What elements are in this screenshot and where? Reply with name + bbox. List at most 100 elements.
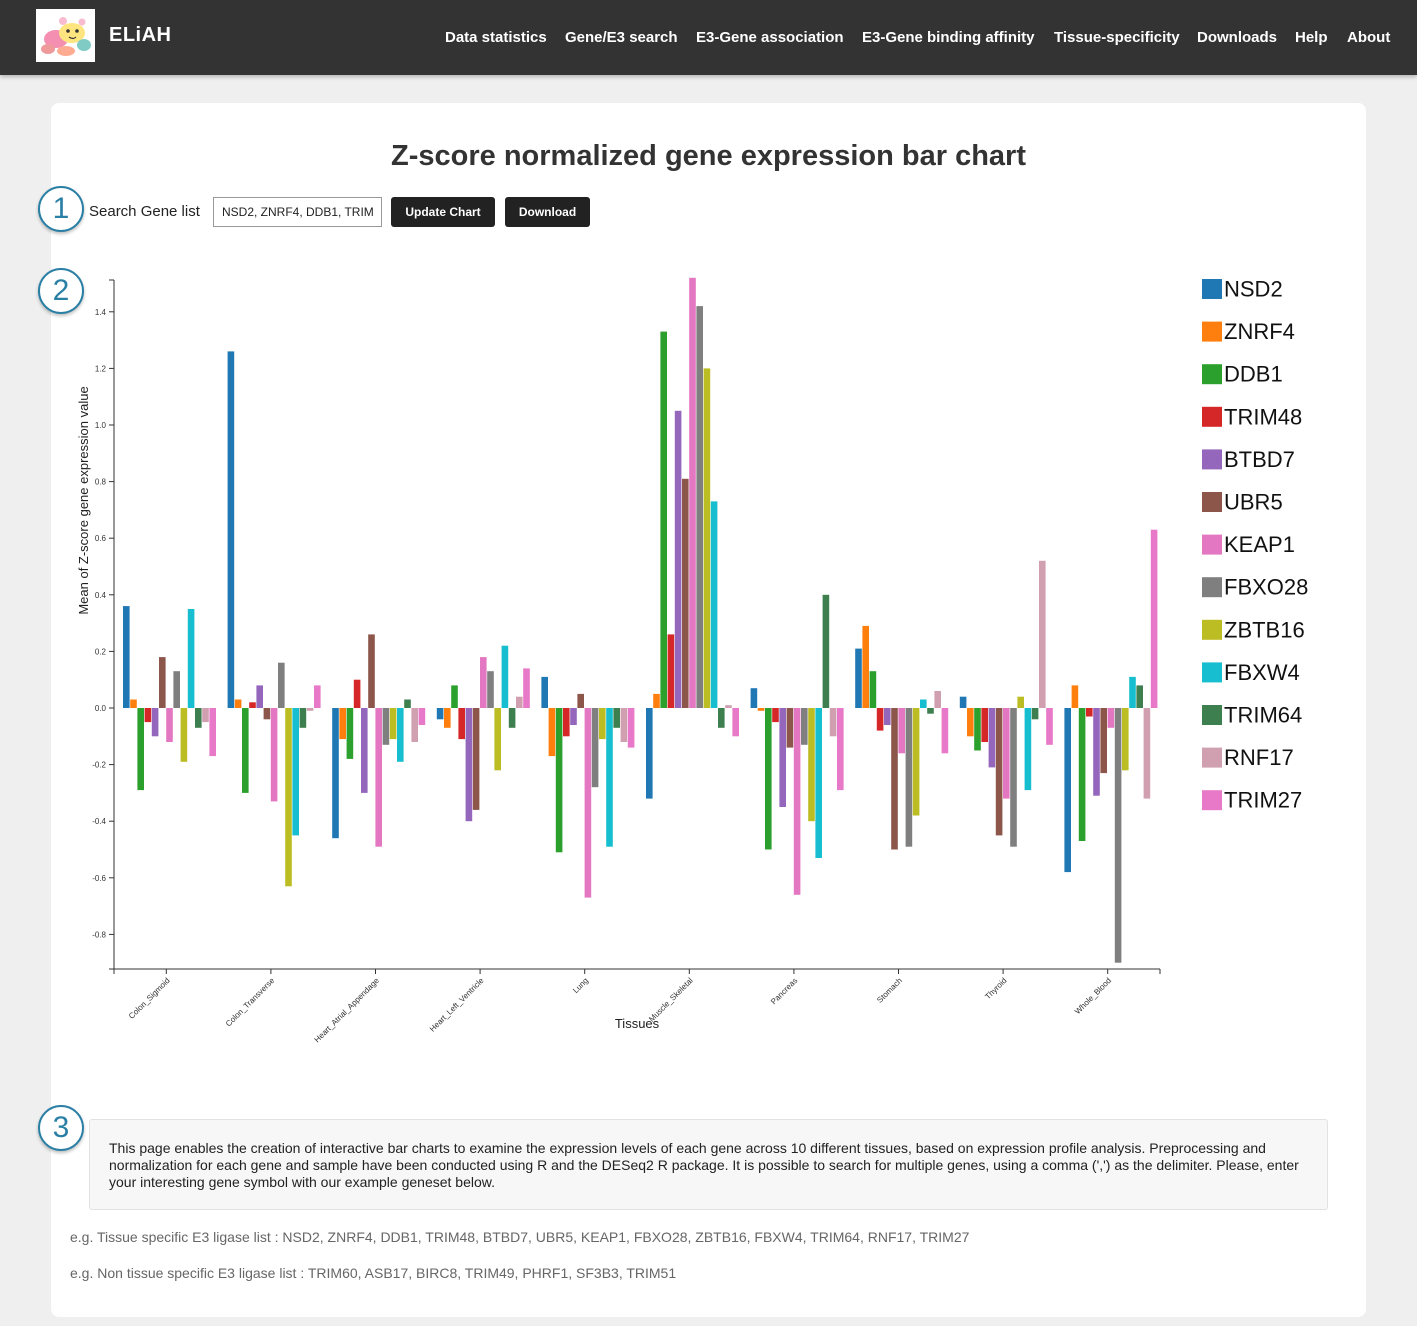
- bar-fbxo28-colon-transverse[interactable]: [278, 662, 285, 708]
- legend-swatch-trim48[interactable]: [1202, 406, 1222, 427]
- bar-fbxo28-stomach[interactable]: [905, 708, 913, 847]
- bar-ubr5-heart-left-ventricle[interactable]: [472, 708, 480, 810]
- bar-znrf4-colon-transverse[interactable]: [234, 699, 242, 709]
- bar-ubr5-stomach[interactable]: [891, 708, 898, 850]
- bar-ubr5-colon-sigmoid[interactable]: [159, 657, 166, 708]
- legend-label-ubr5[interactable]: UBR5: [1224, 490, 1283, 515]
- legend-label-rnf17[interactable]: RNF17: [1224, 745, 1294, 770]
- bar-trim27-heart-left-ventricle[interactable]: [523, 668, 530, 708]
- bar-nsd2-muscle-skeletal[interactable]: [646, 708, 653, 799]
- bar-fbxw4-muscle-skeletal[interactable]: [710, 501, 718, 708]
- bar-keap1-pancreas[interactable]: [793, 708, 801, 895]
- nav-downloads[interactable]: Downloads: [1197, 29, 1278, 46]
- bar-ddb1-lung[interactable]: [555, 708, 563, 853]
- legend-label-fbxw4[interactable]: FBXW4: [1224, 660, 1300, 685]
- bar-rnf17-heart-atrial-appendage[interactable]: [411, 708, 418, 742]
- nav-e3-gene-binding-affinity[interactable]: E3-Gene binding affinity: [862, 29, 1035, 46]
- download-button[interactable]: Download: [505, 197, 590, 227]
- bar-znrf4-heart-left-ventricle[interactable]: [444, 708, 451, 728]
- bar-zbtb16-lung[interactable]: [599, 708, 606, 740]
- bar-zbtb16-colon-transverse[interactable]: [285, 708, 292, 887]
- bar-nsd2-pancreas[interactable]: [750, 688, 758, 708]
- bar-znrf4-whole-blood[interactable]: [1071, 685, 1079, 708]
- bar-fbxo28-colon-sigmoid[interactable]: [173, 671, 180, 708]
- legend-label-znrf4[interactable]: ZNRF4: [1224, 319, 1295, 344]
- bar-ubr5-heart-atrial-appendage[interactable]: [368, 634, 375, 708]
- bar-nsd2-lung[interactable]: [541, 676, 548, 708]
- bar-trim48-heart-atrial-appendage[interactable]: [353, 679, 361, 708]
- bar-ddb1-colon-transverse[interactable]: [242, 708, 249, 793]
- bar-btbd7-lung[interactable]: [570, 708, 577, 725]
- bar-rnf17-lung[interactable]: [620, 708, 628, 742]
- bar-fbxw4-pancreas[interactable]: [815, 708, 822, 858]
- brand-title[interactable]: ELiAH: [109, 24, 172, 46]
- legend-swatch-znrf4[interactable]: [1202, 321, 1222, 342]
- legend-swatch-trim27[interactable]: [1202, 790, 1222, 811]
- bar-fbxw4-lung[interactable]: [606, 708, 613, 847]
- bar-keap1-lung[interactable]: [584, 708, 592, 898]
- bar-znrf4-thyroid[interactable]: [967, 708, 974, 737]
- bar-znrf4-lung[interactable]: [548, 708, 556, 757]
- bar-nsd2-colon-transverse[interactable]: [227, 351, 235, 708]
- bar-trim27-stomach[interactable]: [941, 708, 949, 754]
- bar-zbtb16-heart-left-ventricle[interactable]: [494, 708, 501, 771]
- bar-fbxw4-heart-left-ventricle[interactable]: [501, 645, 509, 708]
- bar-keap1-whole-blood[interactable]: [1107, 708, 1115, 728]
- bar-znrf4-stomach[interactable]: [862, 625, 869, 708]
- bar-zbtb16-colon-sigmoid[interactable]: [180, 708, 188, 762]
- bar-rnf17-colon-transverse[interactable]: [306, 708, 314, 711]
- example-non-tissue-specific[interactable]: e.g. Non tissue specific E3 ligase list …: [70, 1265, 677, 1281]
- bar-fbxo28-heart-left-ventricle[interactable]: [487, 671, 494, 708]
- bar-fbxw4-thyroid[interactable]: [1024, 708, 1032, 791]
- bar-trim64-muscle-skeletal[interactable]: [718, 708, 725, 728]
- bar-trim27-muscle-skeletal[interactable]: [732, 708, 739, 737]
- bar-trim48-muscle-skeletal[interactable]: [667, 634, 675, 708]
- bar-ubr5-pancreas[interactable]: [786, 708, 794, 748]
- bar-nsd2-whole-blood[interactable]: [1064, 708, 1071, 873]
- bar-rnf17-whole-blood[interactable]: [1143, 708, 1151, 799]
- bar-trim64-lung[interactable]: [613, 708, 620, 728]
- legend-label-ddb1[interactable]: DDB1: [1224, 362, 1283, 387]
- bar-trim48-whole-blood[interactable]: [1086, 708, 1093, 717]
- bar-btbd7-whole-blood[interactable]: [1093, 708, 1100, 796]
- bar-trim64-pancreas[interactable]: [822, 594, 830, 708]
- nav-tissue-specificity[interactable]: Tissue-specificity: [1054, 29, 1180, 46]
- legend-label-trim27[interactable]: TRIM27: [1224, 788, 1302, 813]
- bar-rnf17-pancreas[interactable]: [829, 708, 837, 737]
- bar-ubr5-colon-transverse[interactable]: [263, 708, 271, 720]
- legend-label-keap1[interactable]: KEAP1: [1224, 532, 1295, 557]
- eliah-logo[interactable]: [36, 9, 95, 62]
- bar-btbd7-stomach[interactable]: [884, 708, 891, 725]
- bar-fbxo28-pancreas[interactable]: [801, 708, 808, 745]
- bar-trim27-colon-transverse[interactable]: [314, 685, 321, 708]
- bar-trim64-stomach[interactable]: [927, 708, 934, 714]
- update-chart-button[interactable]: Update Chart: [391, 197, 495, 227]
- bar-rnf17-stomach[interactable]: [934, 691, 941, 708]
- legend-label-nsd2[interactable]: NSD2: [1224, 277, 1283, 302]
- bar-trim64-whole-blood[interactable]: [1136, 685, 1143, 708]
- legend-label-fbxo28[interactable]: FBXO28: [1224, 575, 1308, 600]
- bar-keap1-heart-atrial-appendage[interactable]: [375, 708, 382, 847]
- bar-trim27-pancreas[interactable]: [837, 708, 844, 791]
- bar-fbxw4-heart-atrial-appendage[interactable]: [397, 708, 404, 762]
- gene-list-input[interactable]: [213, 197, 382, 227]
- bar-fbxw4-whole-blood[interactable]: [1129, 676, 1136, 708]
- bar-btbd7-heart-left-ventricle[interactable]: [465, 708, 473, 822]
- bar-zbtb16-thyroid[interactable]: [1017, 696, 1024, 708]
- legend-label-trim64[interactable]: TRIM64: [1224, 703, 1302, 728]
- bar-trim64-heart-left-ventricle[interactable]: [508, 708, 516, 728]
- bar-nsd2-heart-atrial-appendage[interactable]: [332, 708, 339, 839]
- nav-help[interactable]: Help: [1295, 29, 1328, 46]
- bar-nsd2-colon-sigmoid[interactable]: [123, 606, 130, 708]
- legend-swatch-ubr5[interactable]: [1202, 492, 1222, 512]
- legend-swatch-rnf17[interactable]: [1202, 747, 1222, 768]
- bar-ddb1-muscle-skeletal[interactable]: [660, 331, 667, 708]
- bar-zbtb16-muscle-skeletal[interactable]: [703, 368, 711, 708]
- nav-gene-e3-search[interactable]: Gene/E3 search: [565, 29, 678, 46]
- bar-nsd2-thyroid[interactable]: [959, 696, 967, 708]
- bar-znrf4-muscle-skeletal[interactable]: [653, 693, 660, 708]
- bar-btbd7-thyroid[interactable]: [988, 708, 996, 768]
- bar-trim27-lung[interactable]: [627, 708, 635, 748]
- legend-swatch-zbtb16[interactable]: [1202, 619, 1222, 640]
- bar-trim27-thyroid[interactable]: [1046, 708, 1053, 745]
